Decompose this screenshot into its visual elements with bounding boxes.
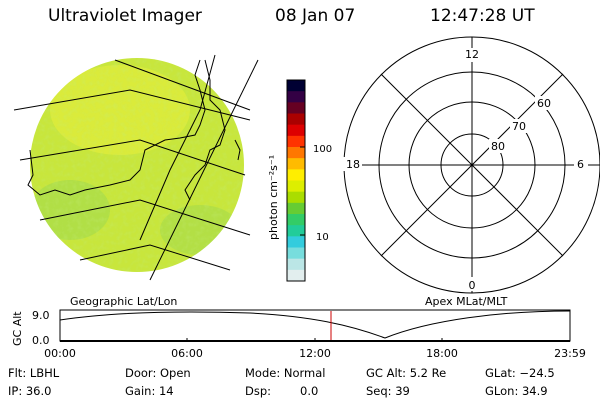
imager-disk [13,54,259,281]
lat-line [13,89,251,121]
ip-status: IP: 36.0 [8,384,52,398]
colorbar-cell [287,147,305,159]
lat-label-60: 60 [537,97,551,110]
lat-line [19,139,246,176]
glat-status: GLat: −24.5 [485,366,555,380]
lat-line [114,59,251,111]
colorbar-cell [287,247,305,260]
filter-status: Flt: LBHL [8,366,60,380]
altitude-xtick: 18:00 [426,347,458,360]
coastline [27,59,206,196]
mode-status: Mode: Normal [245,366,326,380]
coastline [184,59,226,201]
mlt-label-12: 12 [465,48,479,61]
altitude-ytick: 9.0 [32,309,50,322]
colorbar-cell [287,202,305,215]
lat-line [39,199,251,236]
door-status: Door: Open [125,366,191,380]
altitude-ylabel: GC Alt [11,311,24,346]
colorbar-cell [287,191,305,204]
colorbar-cell [287,214,305,226]
lon-line [149,59,259,281]
lon-line [139,54,216,241]
lat-label-70: 70 [512,120,526,133]
colorbar-cell [287,236,305,248]
coastline [234,139,241,161]
colorbar-cell [287,158,305,170]
altitude-xtick: 12:00 [299,347,331,360]
polar-axis [380,73,564,257]
altitude-plot: 9.0 0.0 GC Alt 00:00 06:00 12:00 18:00 2… [11,309,586,360]
glon-status: GLon: 34.9 [485,384,548,398]
altitude-xtick: 23:59 [554,347,586,360]
gain-status: Gain: 14 [125,384,174,398]
dsp-status: Dsp: [245,384,272,398]
map-overlay [13,54,259,281]
geographic-label: Geographic Lat/Lon [70,295,177,308]
mlt-label-18: 18 [346,158,360,171]
seq-status: Seq: 39 [366,384,410,398]
instrument-title: Ultraviolet Imager [48,6,202,26]
lat-line [79,244,231,271]
colorbar-tick-100: 100 [313,144,332,155]
colorbar-cell [287,102,305,114]
colorbar-cell [287,180,305,193]
colorbar-cell [287,169,305,181]
mlt-label-0: 0 [469,279,476,292]
altitude-ytick-2: 0.0 [32,334,50,347]
colorbar-label: photon cm⁻²s⁻¹ [267,155,280,240]
date-label: 08 Jan 07 [275,6,356,26]
colorbar-tick-10: 10 [316,232,329,243]
dsp-value: 0.0 [300,384,319,398]
colorbar-cell [287,124,305,137]
colorbar-cell [287,91,305,103]
altitude-curve [59,310,571,339]
polar-plot [343,36,600,294]
time-label: 12:47:28 UT [430,6,535,26]
mlt-label-6: 6 [577,158,584,171]
colorbar-cell [287,135,305,148]
lat-label-80: 80 [491,140,505,153]
gc-alt-status: GC Alt: 5.2 Re [366,366,447,380]
colorbar-cell [287,80,305,92]
colorbar-cell [287,113,305,126]
altitude-x-ticks [59,338,571,341]
apex-label: Apex MLat/MLT [425,295,508,308]
colorbar-cell [287,269,305,282]
altitude-xtick: 06:00 [171,347,203,360]
colorbar-cell [287,258,305,271]
colorbar-cell [287,225,305,237]
altitude-xtick: 00:00 [44,347,76,360]
colorbar: 100 10 photon cm⁻²s⁻¹ [267,79,332,282]
